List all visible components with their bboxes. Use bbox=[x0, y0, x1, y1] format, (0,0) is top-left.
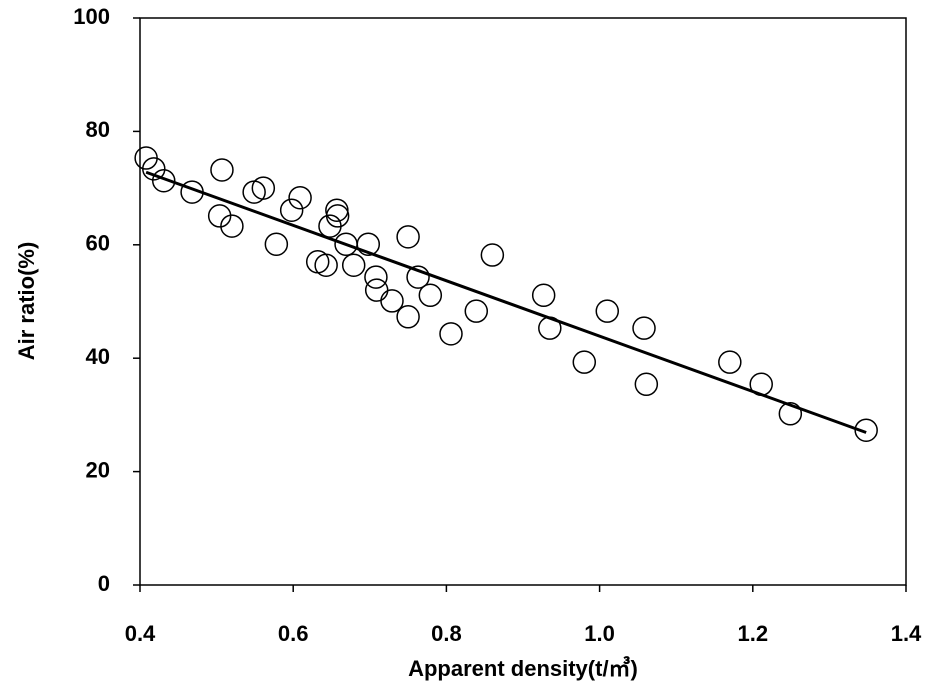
y-tick-label: 0 bbox=[98, 571, 110, 596]
data-point bbox=[480, 243, 505, 267]
data-point bbox=[634, 372, 659, 397]
x-tick-label: 1.4 bbox=[891, 621, 922, 646]
x-tick-label: 1.0 bbox=[584, 621, 615, 646]
data-point bbox=[264, 232, 289, 256]
data-point bbox=[396, 305, 420, 329]
y-tick-label: 100 bbox=[73, 4, 110, 29]
data-point bbox=[854, 418, 878, 442]
x-tick-label: 0.8 bbox=[431, 621, 462, 646]
data-point bbox=[418, 283, 443, 308]
data-point bbox=[595, 299, 620, 323]
y-axis-title: Air ratio(%) bbox=[14, 242, 39, 361]
y-tick-label: 80 bbox=[86, 117, 110, 142]
data-point bbox=[464, 299, 489, 323]
data-point bbox=[749, 372, 773, 397]
data-point bbox=[356, 232, 381, 256]
y-tick-label: 40 bbox=[86, 344, 110, 369]
data-point bbox=[251, 176, 276, 200]
x-tick-label: 0.6 bbox=[278, 621, 309, 646]
data-point bbox=[718, 350, 742, 374]
data-point bbox=[632, 316, 656, 340]
data-point bbox=[538, 316, 562, 340]
data-point bbox=[572, 350, 597, 374]
data-point bbox=[406, 265, 430, 289]
data-point bbox=[778, 402, 803, 426]
data-point bbox=[396, 225, 420, 249]
data-point bbox=[279, 198, 304, 222]
data-point bbox=[151, 168, 176, 193]
y-tick-label: 60 bbox=[86, 231, 110, 256]
x-axis-title: Apparent density(t/㎥) bbox=[408, 656, 638, 681]
data-point bbox=[364, 278, 389, 302]
data-point bbox=[439, 322, 463, 346]
data-point bbox=[220, 214, 244, 238]
data-point bbox=[142, 157, 166, 181]
y-tick-label: 20 bbox=[86, 457, 110, 482]
trend-line bbox=[145, 170, 867, 434]
data-point bbox=[341, 253, 366, 277]
x-tick-label: 1.2 bbox=[738, 621, 769, 646]
data-point bbox=[325, 204, 350, 228]
x-tick-label: 0.4 bbox=[125, 621, 156, 646]
data-point bbox=[380, 289, 404, 313]
data-point bbox=[180, 180, 204, 204]
data-point bbox=[364, 265, 388, 289]
data-point bbox=[531, 283, 556, 308]
data-point bbox=[314, 253, 338, 277]
data-point bbox=[210, 158, 234, 182]
data-point bbox=[242, 180, 266, 204]
plot-frame bbox=[139, 17, 907, 586]
data-point bbox=[288, 185, 312, 210]
